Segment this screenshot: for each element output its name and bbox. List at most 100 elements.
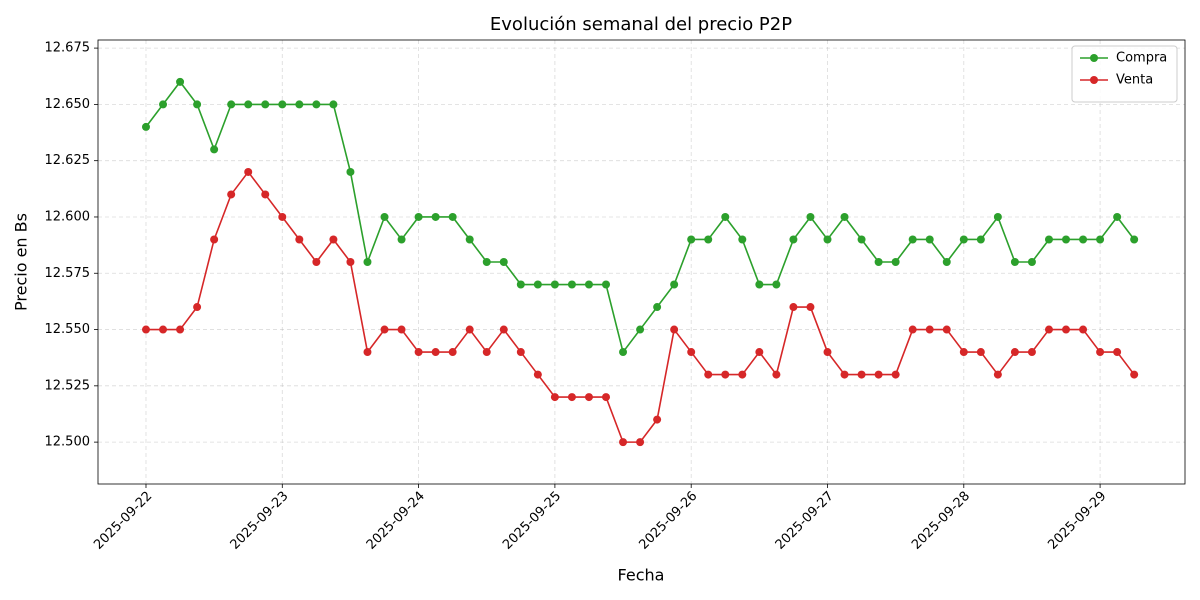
data-point xyxy=(1130,235,1139,244)
data-point xyxy=(874,370,883,379)
data-point xyxy=(602,393,611,402)
data-point xyxy=(704,235,713,244)
data-point xyxy=(1096,235,1105,244)
data-point xyxy=(482,348,491,357)
data-point xyxy=(499,325,508,334)
data-point xyxy=(925,325,934,334)
data-point xyxy=(550,393,559,402)
data-point xyxy=(721,370,730,379)
data-point xyxy=(772,280,781,289)
data-point xyxy=(1079,235,1088,244)
data-point xyxy=(959,348,968,357)
data-point xyxy=(295,235,304,244)
data-point xyxy=(653,303,662,312)
data-point xyxy=(533,280,542,289)
data-point xyxy=(312,258,321,266)
data-point xyxy=(840,212,849,221)
data-point xyxy=(687,235,696,244)
x-axis-label: Fecha xyxy=(618,566,665,585)
data-point xyxy=(261,100,270,109)
data-point xyxy=(789,235,798,244)
data-point xyxy=(499,258,508,266)
data-point xyxy=(806,212,815,221)
data-point xyxy=(141,122,150,131)
data-point xyxy=(567,280,576,289)
y-tick-label: 12.675 xyxy=(45,41,91,56)
data-point xyxy=(210,145,219,154)
data-point xyxy=(1113,348,1122,357)
chart-title: Evolución semanal del precio P2P xyxy=(490,14,792,35)
data-point xyxy=(261,190,270,199)
data-point xyxy=(346,258,355,266)
data-point xyxy=(227,100,236,109)
legend-label: Venta xyxy=(1116,73,1153,88)
data-point xyxy=(516,280,525,289)
data-point xyxy=(721,212,730,221)
data-point xyxy=(1010,258,1019,266)
data-point xyxy=(619,438,628,447)
data-point xyxy=(159,325,168,334)
data-point xyxy=(755,348,764,357)
data-point xyxy=(533,370,542,379)
data-point xyxy=(738,235,747,244)
data-point xyxy=(363,348,372,357)
data-point xyxy=(465,325,474,334)
y-tick-label: 12.600 xyxy=(45,209,91,224)
y-axis-label: Precio en Bs xyxy=(12,213,31,311)
data-point xyxy=(636,325,645,334)
data-point xyxy=(959,235,968,244)
data-point xyxy=(193,100,202,109)
data-point xyxy=(584,280,593,289)
data-point xyxy=(329,235,338,244)
data-point xyxy=(448,212,457,221)
data-point xyxy=(755,280,764,289)
data-point xyxy=(891,370,900,379)
data-point xyxy=(1044,235,1053,244)
legend: Compra Venta xyxy=(1071,45,1178,103)
data-point xyxy=(278,212,287,221)
data-point xyxy=(857,235,866,244)
data-point xyxy=(1010,348,1019,357)
data-point xyxy=(227,190,236,199)
data-point xyxy=(704,370,713,379)
data-point xyxy=(670,280,679,289)
data-point xyxy=(619,348,628,357)
data-point xyxy=(584,393,593,402)
data-point xyxy=(891,258,900,266)
data-point xyxy=(1113,212,1122,221)
data-point xyxy=(414,212,423,221)
data-point xyxy=(176,77,185,86)
data-point xyxy=(516,348,525,357)
data-point xyxy=(942,258,951,266)
legend-box xyxy=(1071,45,1178,103)
y-tick-label: 12.650 xyxy=(45,97,91,112)
data-point xyxy=(1096,348,1105,357)
data-point xyxy=(448,348,457,357)
data-point xyxy=(1062,325,1071,334)
data-point xyxy=(159,100,168,109)
data-point xyxy=(823,348,832,357)
data-point xyxy=(806,303,815,312)
legend-label: Compra xyxy=(1116,51,1167,66)
data-point xyxy=(772,370,781,379)
data-point xyxy=(244,100,253,109)
data-point xyxy=(1027,258,1036,266)
data-point xyxy=(465,235,474,244)
data-point xyxy=(1062,235,1071,244)
data-point xyxy=(908,235,917,244)
data-point xyxy=(312,100,321,109)
y-tick-label: 12.575 xyxy=(45,266,91,281)
data-point xyxy=(567,393,576,402)
data-point xyxy=(414,348,423,357)
data-point xyxy=(482,258,491,266)
data-point xyxy=(397,235,406,244)
y-tick-label: 12.550 xyxy=(45,322,91,337)
data-point xyxy=(653,415,662,424)
data-point xyxy=(1027,348,1036,357)
data-point xyxy=(738,370,747,379)
data-point xyxy=(976,348,985,357)
data-point xyxy=(431,348,440,357)
data-point xyxy=(1044,325,1053,334)
